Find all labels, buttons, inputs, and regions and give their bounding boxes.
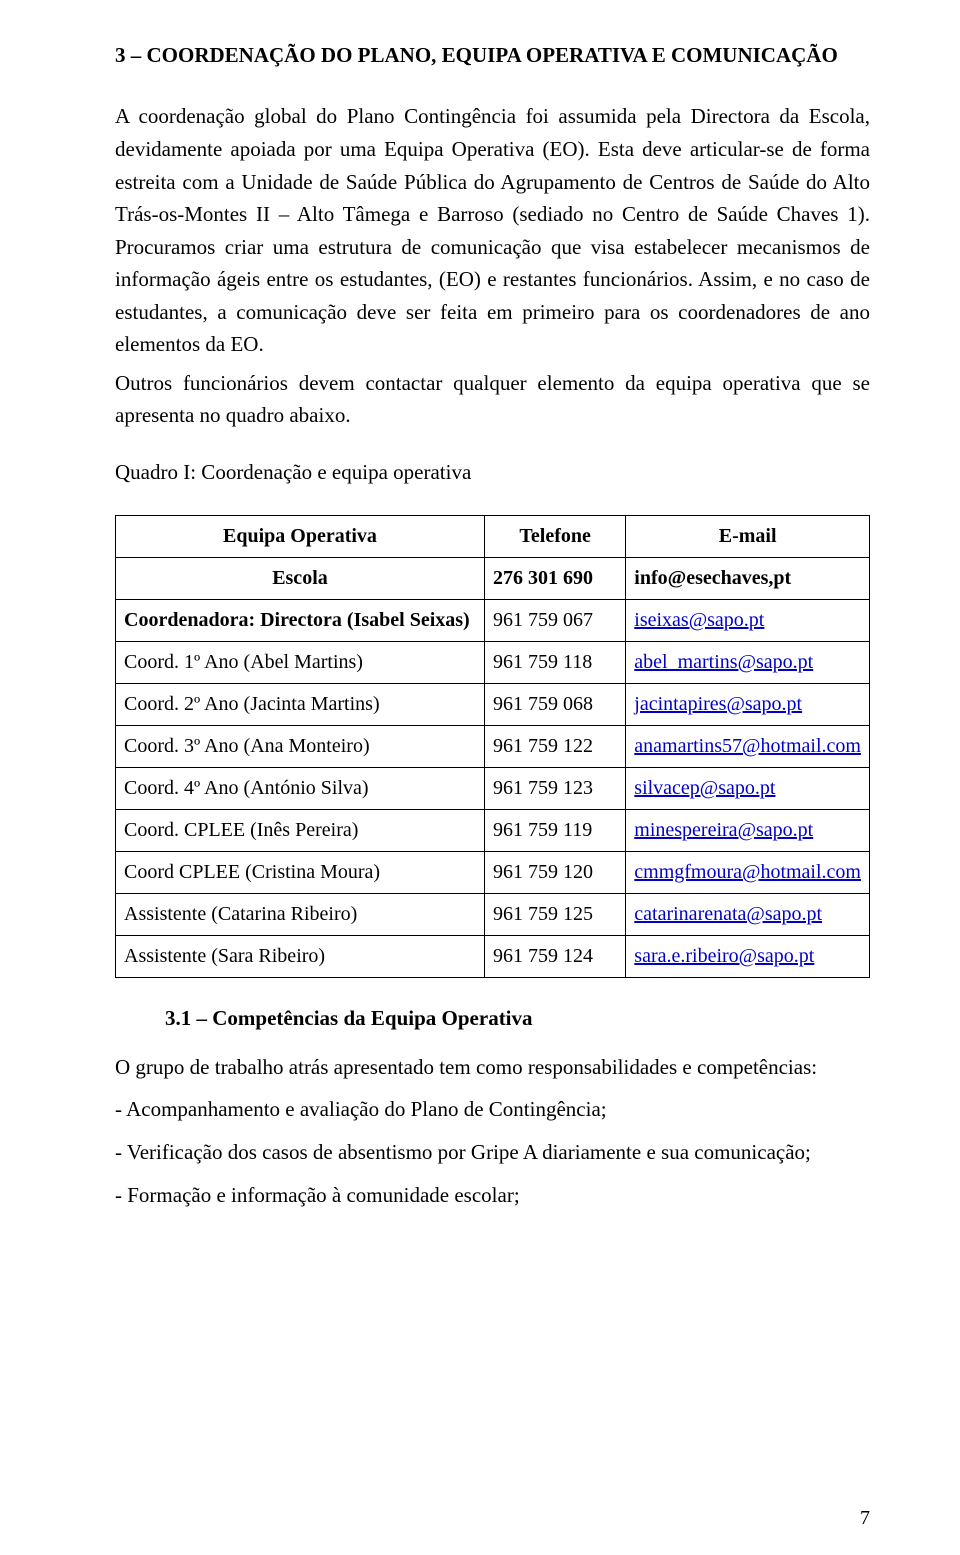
cell-email: minespereira@sapo.pt: [626, 809, 870, 851]
table-row: Coord CPLEE (Cristina Moura)961 759 120 c…: [116, 851, 870, 893]
table-row: Coord. 2º Ano (Jacinta Martins)961 759 0…: [116, 683, 870, 725]
email-link[interactable]: iseixas@sapo.pt: [634, 609, 764, 631]
page-number: 7: [860, 1507, 870, 1530]
cell-role: Coord. 4º Ano (António Silva): [116, 767, 485, 809]
competencias-item: - Acompanhamento e avaliação do Plano de…: [115, 1093, 870, 1126]
cell-role: Coord. 1º Ano (Abel Martins): [116, 641, 485, 683]
table-row: Coord. 4º Ano (António Silva)961 759 123…: [116, 767, 870, 809]
email-link[interactable]: sara.e.ribeiro@sapo.pt: [634, 945, 814, 967]
cell-phone: 276 301 690: [484, 557, 625, 599]
col-header-phone: Telefone: [484, 515, 625, 557]
operativa-table: Equipa Operativa Telefone E-mail Escola2…: [115, 515, 870, 978]
email-link[interactable]: jacintapires@sapo.pt: [634, 693, 802, 715]
table-row: Coord. 3º Ano (Ana Monteiro)961 759 122 a…: [116, 725, 870, 767]
cell-email: jacintapires@sapo.pt: [626, 683, 870, 725]
competencias-item: - Verificação dos casos de absentismo po…: [115, 1136, 870, 1169]
cell-phone: 961 759 120: [484, 851, 625, 893]
col-header-role: Equipa Operativa: [116, 515, 485, 557]
cell-role: Assistente (Sara Ribeiro): [116, 935, 485, 977]
table-row: Escola276 301 690info@esechaves,pt: [116, 557, 870, 599]
cell-email: silvacep@sapo.pt: [626, 767, 870, 809]
col-header-email: E-mail: [626, 515, 870, 557]
table-header-row: Equipa Operativa Telefone E-mail: [116, 515, 870, 557]
table-row: Coord. 1º Ano (Abel Martins)961 759 118 a…: [116, 641, 870, 683]
table-caption: Quadro I: Coordenação e equipa operativa: [115, 460, 870, 485]
paragraph-1: A coordenação global do Plano Contingênc…: [115, 100, 870, 360]
email-link[interactable]: anamartins57@hotmail.com: [634, 735, 861, 757]
table-row: Assistente (Sara Ribeiro)961 759 124 sara…: [116, 935, 870, 977]
cell-email: anamartins57@hotmail.com: [626, 725, 870, 767]
cell-email: cmmgfmoura@hotmail.com: [626, 851, 870, 893]
cell-phone: 961 759 124: [484, 935, 625, 977]
cell-email: abel_martins@sapo.pt: [626, 641, 870, 683]
competencias-intro: O grupo de trabalho atrás apresentado te…: [115, 1051, 870, 1084]
email-link[interactable]: cmmgfmoura@hotmail.com: [634, 861, 861, 883]
cell-email: sara.e.ribeiro@sapo.pt: [626, 935, 870, 977]
section-heading: 3 – COORDENAÇÃO DO PLANO, EQUIPA OPERATI…: [115, 40, 870, 70]
competencias-item: - Formação e informação à comunidade esc…: [115, 1179, 870, 1212]
email-link[interactable]: minespereira@sapo.pt: [634, 819, 813, 841]
table-row: Coordenadora: Directora (Isabel Seixas)9…: [116, 599, 870, 641]
cell-role: Escola: [116, 557, 485, 599]
email-link[interactable]: catarinarenata@sapo.pt: [634, 903, 822, 925]
paragraph-2: Outros funcionários devem contactar qual…: [115, 367, 870, 432]
cell-role: Coord. CPLEE (Inês Pereira): [116, 809, 485, 851]
cell-role: Coord. 2º Ano (Jacinta Martins): [116, 683, 485, 725]
document-page: 3 – COORDENAÇÃO DO PLANO, EQUIPA OPERATI…: [0, 0, 960, 1555]
cell-role: Assistente (Catarina Ribeiro): [116, 893, 485, 935]
cell-role: Coordenadora: Directora (Isabel Seixas): [116, 599, 485, 641]
cell-email: catarinarenata@sapo.pt: [626, 893, 870, 935]
subsection-heading: 3.1 – Competências da Equipa Operativa: [165, 1006, 870, 1031]
cell-email: info@esechaves,pt: [626, 557, 870, 599]
cell-phone: 961 759 119: [484, 809, 625, 851]
table-row: Coord. CPLEE (Inês Pereira)961 759 119 mi…: [116, 809, 870, 851]
cell-phone: 961 759 118: [484, 641, 625, 683]
cell-phone: 961 759 068: [484, 683, 625, 725]
cell-phone: 961 759 067: [484, 599, 625, 641]
cell-phone: 961 759 123: [484, 767, 625, 809]
cell-role: Coord. 3º Ano (Ana Monteiro): [116, 725, 485, 767]
cell-email: iseixas@sapo.pt: [626, 599, 870, 641]
cell-role: Coord CPLEE (Cristina Moura): [116, 851, 485, 893]
email-link[interactable]: abel_martins@sapo.pt: [634, 651, 813, 673]
cell-phone: 961 759 122: [484, 725, 625, 767]
table-row: Assistente (Catarina Ribeiro)961 759 125…: [116, 893, 870, 935]
cell-phone: 961 759 125: [484, 893, 625, 935]
email-link[interactable]: silvacep@sapo.pt: [634, 777, 775, 799]
